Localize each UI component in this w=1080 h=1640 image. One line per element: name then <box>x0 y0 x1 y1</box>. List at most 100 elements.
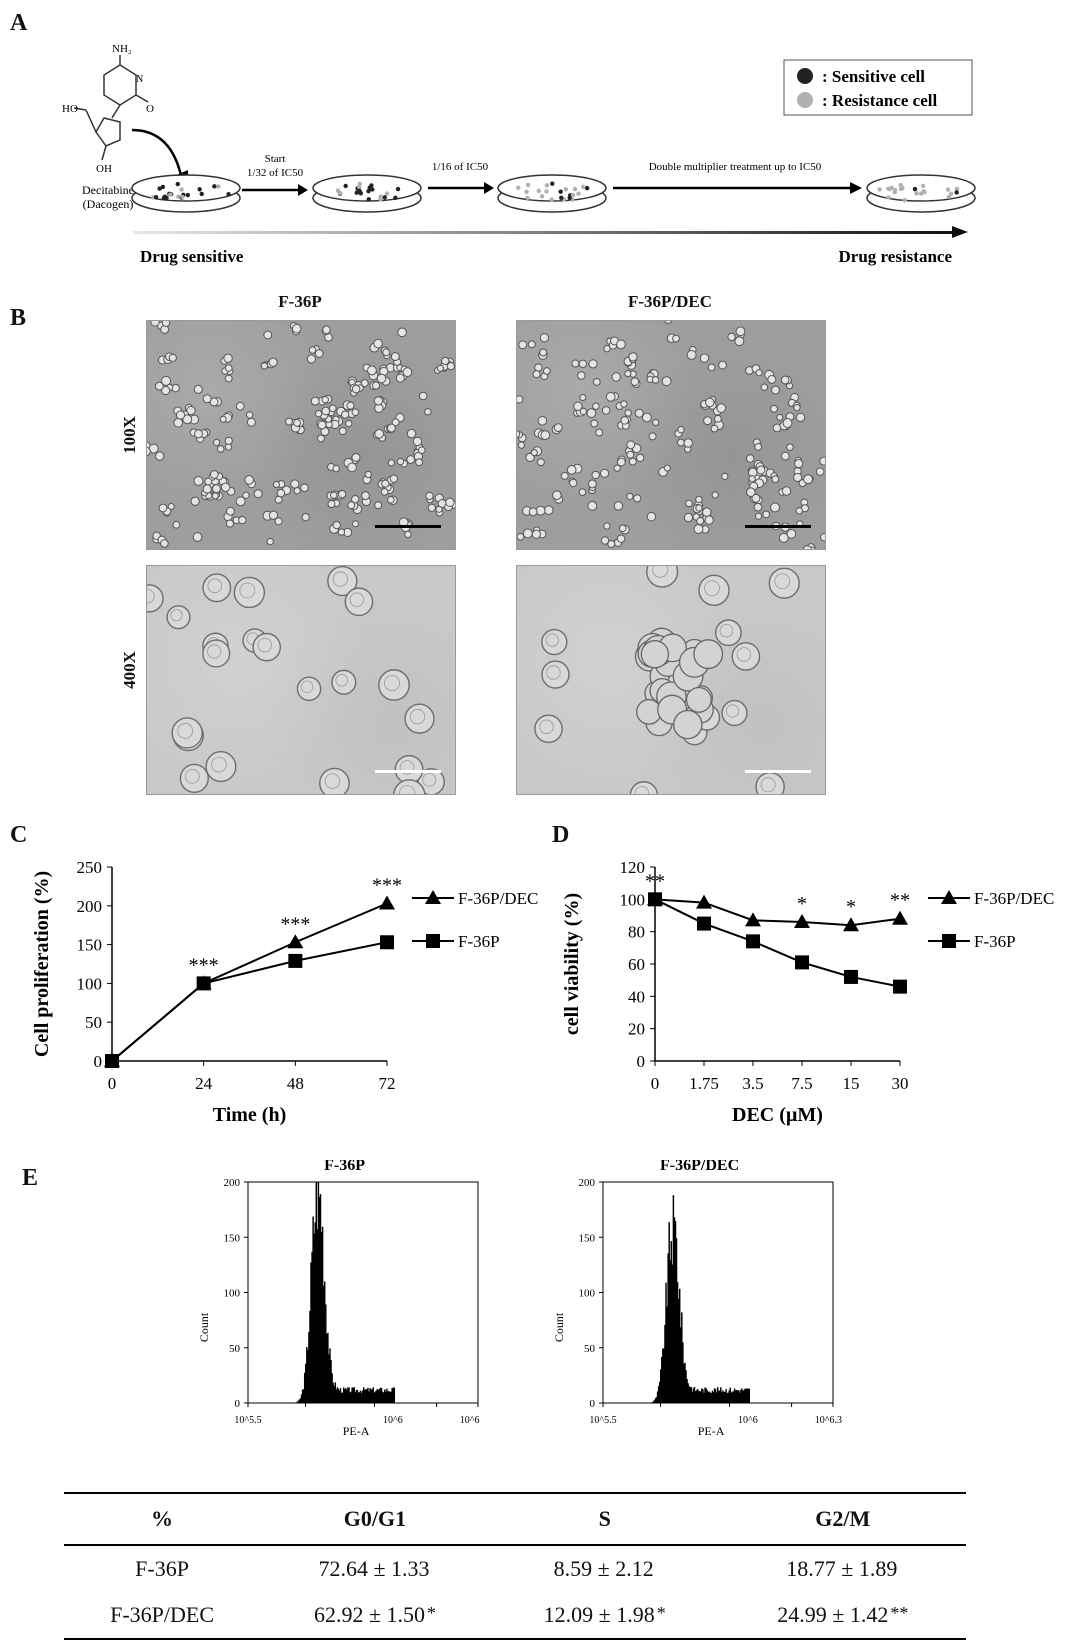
y-tick-label: 120 <box>620 858 646 877</box>
data-point <box>844 970 858 984</box>
x-tick-label: 10^6 <box>738 1415 758 1426</box>
table-cell: 8.59 ± 2.12 <box>490 1545 720 1592</box>
data-point <box>105 1054 119 1068</box>
x-tick-label: 0 <box>108 1074 117 1093</box>
panel-a-schematic: NH₂ O N HO OH Decitabine (Dacogen) Start… <box>0 0 1080 280</box>
data-point <box>892 911 908 925</box>
x-tick-label: 0 <box>651 1074 660 1093</box>
y-tick-label: 50 <box>85 1013 102 1032</box>
y-tick-label: 100 <box>620 890 646 909</box>
x-tick-label: 3.5 <box>742 1074 763 1093</box>
histogram-f36p: F-36P050100150200Count10^5.510^610^6.3PE… <box>180 1160 480 1470</box>
significance-marker: ** <box>890 890 910 912</box>
data-point <box>893 980 907 994</box>
axis-drug-resistance: Drug resistance <box>839 247 953 266</box>
x-tick-label: 10^6 <box>383 1415 403 1426</box>
table-header: % <box>64 1493 260 1545</box>
y-axis-label: cell viability (%) <box>561 893 583 1035</box>
x-axis-label: DEC (µM) <box>732 1104 823 1126</box>
legend-label: F-36P <box>974 932 1016 951</box>
histogram-title: F-36P/DEC <box>660 1160 739 1174</box>
row-label: F-36P <box>64 1545 260 1592</box>
petri-dish-icon <box>132 175 240 212</box>
y-tick-label: 200 <box>224 1177 241 1189</box>
significance-marker: ** <box>645 870 665 892</box>
micrograph-f36p-100x <box>146 320 456 550</box>
y-tick-label: 100 <box>224 1288 241 1300</box>
panel-b-label: B <box>10 305 26 332</box>
scale-bar <box>375 525 441 528</box>
legend-marker <box>426 934 440 948</box>
cell-cycle-table: % G0/G1 S G2/M F-36P 72.64 ± 1.33 8.59 ±… <box>64 1492 966 1640</box>
x-tick-label: 72 <box>379 1074 396 1093</box>
histogram-title: F-36P <box>324 1160 365 1174</box>
data-point <box>746 934 760 948</box>
data-point <box>795 955 809 969</box>
significance-marker: *** <box>280 913 310 935</box>
petri-dish-icon <box>498 175 606 212</box>
y-tick-label: 0 <box>590 1398 596 1410</box>
step3-label: Double multiplier treatment up to IC50 <box>649 161 822 173</box>
y-tick-label: 100 <box>579 1288 596 1300</box>
legend-sensitive: : Sensitive cell <box>822 67 925 86</box>
drug-arrow <box>132 130 182 180</box>
table-row: F-36P 72.64 ± 1.33 8.59 ± 2.12 18.77 ± 1… <box>64 1545 966 1592</box>
series-line <box>112 903 387 1061</box>
micrograph-f36p-dec-400x <box>516 565 826 795</box>
step2-label: 1/16 of IC50 <box>432 161 489 173</box>
x-axis-label: PE-A <box>343 1424 370 1438</box>
y-tick-label: 0 <box>235 1398 241 1410</box>
y-tick-label: 150 <box>224 1232 241 1244</box>
legend-label: F-36P/DEC <box>458 889 538 908</box>
mol-ho: HO <box>62 103 78 115</box>
x-tick-label: 10^6.3 <box>815 1415 842 1426</box>
y-tick-label: 0 <box>94 1052 103 1071</box>
plot-frame <box>248 1182 478 1403</box>
x-tick-label: 24 <box>195 1074 213 1093</box>
step1-line1: Start <box>265 153 286 165</box>
table-header-row: % G0/G1 S G2/M <box>64 1493 966 1545</box>
x-axis-label: PE-A <box>698 1424 725 1438</box>
micrograph-f36p-dec-100x <box>516 320 826 550</box>
table-cell: 62.92 ± 1.50* <box>260 1592 490 1639</box>
y-tick-label: 50 <box>584 1343 596 1355</box>
y-tick-label: 0 <box>637 1052 646 1071</box>
data-point <box>379 895 395 909</box>
table-cell: 12.09 ± 1.98* <box>490 1592 720 1639</box>
petri-dish-icon <box>867 175 975 212</box>
series-line <box>655 899 900 986</box>
x-axis-label: Time (h) <box>213 1104 287 1126</box>
col-title-f36p: F-36P <box>146 292 454 312</box>
y-axis-label: Count <box>197 1312 211 1342</box>
table-header: S <box>490 1493 720 1545</box>
petri-dish-icon <box>313 175 421 212</box>
y-tick-label: 200 <box>579 1177 596 1189</box>
series-line <box>112 942 387 1061</box>
y-axis-label: Cell proliferation (%) <box>31 871 53 1057</box>
legend-label: F-36P/DEC <box>974 889 1054 908</box>
x-tick-label: 10^5.5 <box>589 1415 616 1426</box>
significance-marker: * <box>797 893 807 915</box>
sensitive-cell-marker <box>797 68 813 84</box>
y-tick-label: 150 <box>77 936 103 955</box>
mol-n: N <box>136 74 143 85</box>
y-tick-label: 250 <box>77 858 103 877</box>
row-label-400x: 400X <box>120 640 140 700</box>
x-tick-label: 30 <box>892 1074 909 1093</box>
table-header: G2/M <box>720 1493 966 1545</box>
y-tick-label: 50 <box>229 1343 241 1355</box>
x-tick-label: 10^5.5 <box>234 1415 261 1426</box>
x-tick-label: 48 <box>287 1074 304 1093</box>
scale-bar <box>375 770 441 773</box>
micrograph-f36p-400x <box>146 565 456 795</box>
x-tick-label: 15 <box>843 1074 860 1093</box>
table-row: F-36P/DEC 62.92 ± 1.50* 12.09 ± 1.98* 24… <box>64 1592 966 1639</box>
axis-drug-sensitive: Drug sensitive <box>140 247 244 266</box>
x-tick-label: 1.75 <box>689 1074 719 1093</box>
petri-dishes <box>132 175 975 212</box>
histogram-bar <box>394 1387 395 1403</box>
drug-name: Decitabine <box>82 183 134 197</box>
data-point <box>287 934 303 948</box>
